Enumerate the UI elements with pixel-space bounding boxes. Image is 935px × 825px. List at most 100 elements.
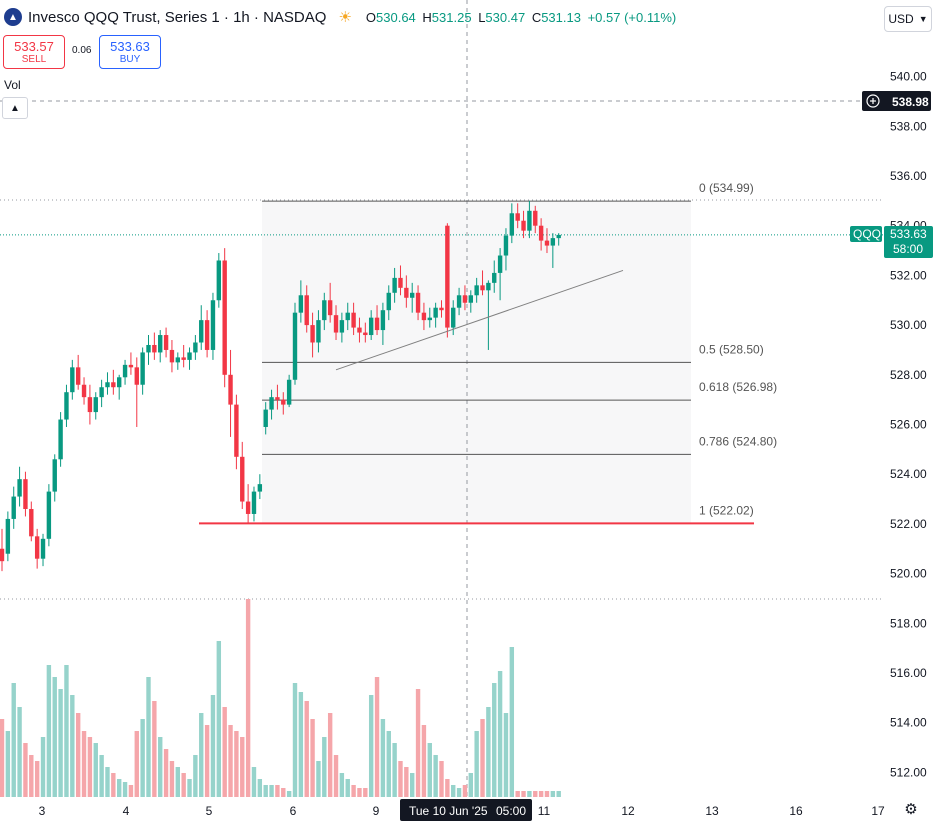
volume-label[interactable]: Vol (4, 78, 21, 92)
plus-circle-icon (866, 94, 880, 108)
volume-bar (23, 743, 28, 797)
volume-bar (339, 773, 345, 797)
volume-bar (5, 731, 11, 797)
volume-bar (234, 731, 239, 797)
volume-bar (40, 737, 46, 797)
volume-bar (292, 683, 298, 797)
volume-bar (64, 665, 69, 797)
candle-body (181, 357, 186, 360)
sell-button[interactable]: 533.57 SELL (3, 35, 65, 69)
volume-bar (410, 773, 415, 797)
date-tick-label: 16 (789, 804, 803, 818)
candle-body (339, 320, 345, 333)
volume-bar (117, 779, 122, 797)
candle-body (187, 352, 192, 360)
volume-bar (380, 719, 386, 797)
candle-body (199, 320, 204, 343)
volume-bar (193, 755, 198, 797)
currency-select[interactable]: USD ▼ (884, 6, 932, 32)
candle-body (163, 335, 169, 350)
candle-body (40, 538, 46, 559)
volume-bar (146, 677, 151, 797)
price-tick-label: 516.00 (890, 666, 927, 680)
volume-bar (99, 755, 104, 797)
volume-bar (480, 719, 485, 797)
candle-body (193, 342, 198, 353)
last-price-label: 533.63 (890, 227, 927, 241)
candle-body (263, 409, 268, 427)
candle-body (234, 404, 239, 457)
fib-label: 1 (522.02) (699, 503, 754, 517)
volume-bar (75, 713, 81, 797)
candle-body (292, 312, 298, 380)
candle-body (533, 210, 538, 226)
currency-label: USD (888, 12, 914, 26)
last-price-box (884, 226, 933, 258)
volume-bar (527, 791, 532, 797)
gear-icon[interactable]: ⚙ (904, 801, 918, 818)
volume-bar (433, 755, 438, 797)
volume-bar (468, 773, 473, 797)
symbol-title[interactable]: Invesco QQQ Trust, Series 1 · 1h · NASDA… (28, 8, 327, 26)
volume-bar (386, 731, 391, 797)
candle-body (152, 344, 157, 353)
volume-bar (357, 788, 362, 797)
candle-body (46, 491, 52, 539)
price-tick-label: 520.00 (890, 567, 927, 581)
volume-bar (105, 767, 110, 797)
candle-body (64, 392, 69, 420)
volume-bar (322, 737, 327, 797)
volume-bar (240, 737, 245, 797)
candle-body (210, 300, 216, 350)
candle-body (251, 491, 257, 514)
candle-body (281, 399, 286, 405)
buy-button[interactable]: 533.63 BUY (99, 35, 161, 69)
candle-body (128, 364, 134, 368)
volume-bar (533, 791, 538, 797)
volume-bar (415, 689, 421, 797)
volume-bar (0, 719, 5, 797)
volume-bar (111, 773, 116, 797)
fib-label: 0 (534.99) (699, 181, 754, 195)
volume-bar (286, 791, 292, 797)
volume-bar (439, 761, 444, 797)
volume-bar (351, 785, 356, 797)
sun-icon[interactable]: ☀ (338, 9, 352, 26)
chevron-up-icon[interactable]: ▲ (2, 97, 28, 119)
volume-bar (310, 719, 315, 797)
volume-bar (497, 671, 503, 797)
candle-body (75, 367, 81, 385)
candle-body (550, 238, 556, 246)
candle-body (474, 285, 479, 296)
volume-bar (199, 713, 204, 797)
volume-bar (181, 773, 186, 797)
countdown-label: 58:00 (893, 242, 923, 256)
candle-body (310, 325, 315, 343)
candle-body (492, 272, 497, 283)
candle-body (480, 285, 485, 291)
crosshair-date-box (400, 799, 532, 821)
date-tick-label: 17 (871, 804, 885, 818)
volume-bar (281, 788, 286, 797)
date-tick-label: 6 (290, 804, 297, 818)
date-tick-label: 3 (39, 804, 46, 818)
crosshair-date-label: Tue 10 Jun '25 (409, 804, 488, 818)
price-tick-label: 514.00 (890, 716, 927, 730)
buy-label: BUY (119, 54, 141, 65)
candle-body (93, 397, 98, 413)
price-tick-label: 528.00 (890, 368, 927, 382)
candle-body (410, 292, 415, 298)
volume-bar (228, 725, 233, 797)
volume-bar (304, 701, 309, 797)
volume-bar (316, 761, 321, 797)
candle-body (544, 240, 550, 246)
candle-body (204, 320, 210, 350)
volume-bar (456, 788, 462, 797)
invesco-logo-icon: ▲ (4, 8, 22, 26)
volume-bar (427, 743, 432, 797)
volume-bar (29, 755, 34, 797)
price-tick-label: 536.00 (890, 169, 927, 183)
date-tick-label: 11 (538, 804, 551, 818)
candle-body (398, 277, 403, 288)
